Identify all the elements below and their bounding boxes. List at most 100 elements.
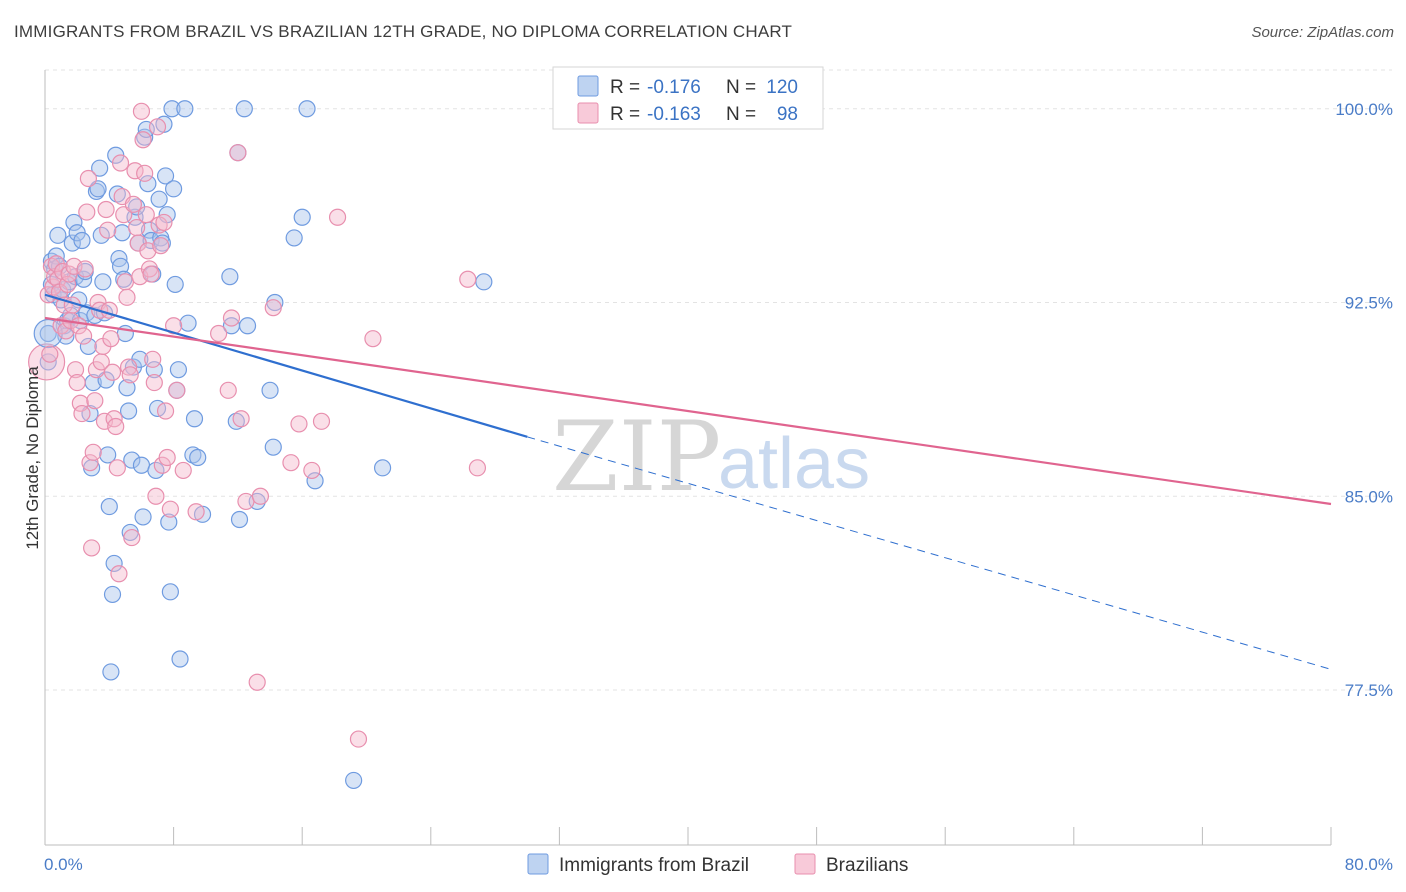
data-point [105,554,123,573]
legend-n-value-pink: 98 [777,104,798,125]
data-point [148,118,167,136]
data-point [147,487,165,505]
x-tick-label: 0.0% [44,855,83,874]
data-point [248,673,266,691]
data-point [312,412,331,430]
watermark-atlas: atlas [718,424,870,504]
data-point [179,314,197,332]
data-point [79,169,98,188]
data-point [235,100,253,118]
data-point [165,180,183,198]
y-tick-label: 85.0% [1345,487,1393,506]
data-point [118,379,136,397]
data-point [364,330,382,348]
data-point [73,231,91,250]
data-point [229,144,247,162]
data-point [81,454,99,472]
y-tick-label: 92.5% [1345,294,1393,313]
data-point [168,381,186,399]
data-point [137,120,155,139]
data-point [373,459,392,477]
data-point [155,213,173,232]
data-point [158,448,176,467]
data-point [184,446,202,464]
data-point [97,200,115,219]
data-point [150,216,168,234]
data-point [219,381,237,399]
data-point [227,412,245,430]
bottom-legend-label-blue: Immigrants from Brazil [559,855,749,876]
data-point [111,257,130,275]
data-point [91,159,109,177]
data-point [76,260,94,278]
data-point [238,317,257,335]
data-point [152,237,170,255]
data-point [264,438,282,456]
data-point [65,213,83,232]
data-point [210,324,228,343]
data-point [100,497,118,516]
data-point [116,273,134,291]
tick-labels: 77.5% 85.0% 92.5% 100.0% 0.0% 80.0% [44,100,1393,874]
data-point [150,190,168,208]
data-point [99,221,117,239]
source-label: Source: ZipAtlas.com [1251,24,1394,41]
data-point [63,234,81,252]
y-tick-label: 100.0% [1335,100,1393,119]
data-point [187,503,205,521]
data-point [306,472,324,490]
data-point [102,330,120,348]
data-point [123,451,141,469]
data-point [160,513,178,531]
data-point [123,528,141,547]
series-legend: Immigrants from Brazil Brazilians [527,853,908,876]
data-point [298,100,316,118]
data-point [134,131,152,149]
data-point [264,299,282,317]
data-point [94,273,112,291]
data-point [66,361,85,379]
data-point [161,583,179,601]
data-point [221,268,239,286]
data-point [166,275,184,294]
data-point [78,203,96,221]
data-point [156,402,175,420]
data-point [110,565,128,583]
data-point [103,585,122,604]
data-point [261,381,279,399]
data-point [132,456,151,474]
data-point [345,771,363,790]
data-point [83,539,101,557]
data-point [145,373,163,392]
data-point [468,459,487,477]
data-point [142,265,160,283]
watermark-zip: ZIP [552,401,721,513]
data-point [68,373,86,392]
data-point [171,650,189,668]
data-point [153,234,171,252]
chart-title: IMMIGRANTS FROM BRAZIL VS BRAZILIAN 12TH… [14,22,793,41]
data-point [118,288,136,306]
data-point [107,417,125,436]
bottom-legend-swatch-blue [527,853,549,875]
y-axis-label: 12th Grade, No Diploma [23,366,42,550]
data-point [139,175,157,193]
y-tick-label: 77.5% [1345,681,1393,700]
stats-legend: R = -0.176 N = 120 R = -0.163 N = 98 [552,66,824,130]
data-point [144,350,162,368]
data-point [459,270,477,288]
legend-swatch-pink [577,102,599,124]
data-point [126,162,144,180]
data-point [113,224,131,242]
data-point [39,324,57,343]
data-point [121,366,139,384]
legend-n-value-blue: 120 [766,77,798,98]
data-point [74,327,93,345]
data-point [189,448,207,467]
bottom-legend-swatch-pink [794,853,816,875]
data-point [87,182,106,201]
legend-n-label-pink: N = [726,104,756,125]
data-point [161,500,179,518]
data-point [251,487,270,505]
